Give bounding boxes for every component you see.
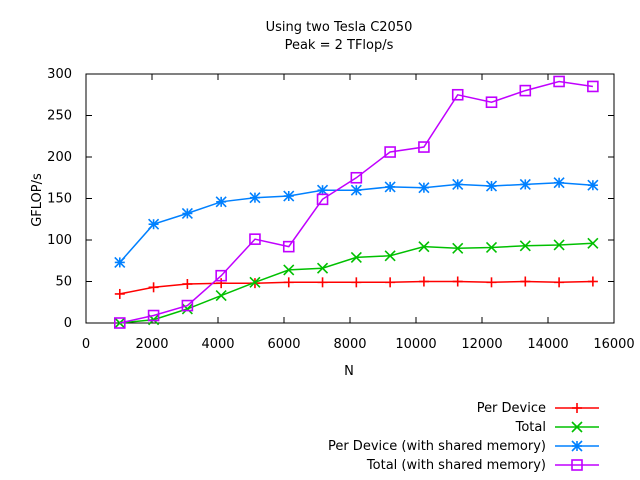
legend-marker <box>571 421 583 433</box>
data-point <box>485 96 498 109</box>
data-point <box>519 240 531 252</box>
data-point <box>351 277 362 288</box>
data-point <box>350 251 362 263</box>
data-point <box>385 277 396 288</box>
legend-item: Per Device (with shared memory) <box>328 439 599 454</box>
data-point <box>384 146 396 158</box>
x-tick-label: 16000 <box>593 337 634 352</box>
data-point <box>181 207 193 220</box>
data-point <box>114 288 125 299</box>
data-point <box>553 239 565 251</box>
data-point <box>114 317 126 329</box>
legend-item: Total <box>515 420 599 435</box>
data-point <box>350 171 363 184</box>
data-point <box>587 179 599 191</box>
x-tick-label: 14000 <box>527 337 568 352</box>
data-point <box>147 309 160 322</box>
data-point <box>283 264 295 276</box>
data-point <box>519 84 532 97</box>
x-axis: 0 2000 4000 6000 8000 10000 12000 14000 16000 <box>82 74 635 352</box>
y-tick-label: 300 <box>47 67 72 82</box>
y-axis-label: GFLOP/s <box>30 173 45 227</box>
data-point <box>418 141 430 153</box>
chart-subtitle: Peak = 2 TFlop/s <box>285 38 394 53</box>
x-tick-label: 6000 <box>267 337 300 352</box>
series-line <box>119 80 594 324</box>
data-point <box>587 237 599 249</box>
y-tick-label: 0 <box>64 316 72 331</box>
data-point <box>520 276 531 287</box>
data-point <box>553 75 565 88</box>
x-tick-label: 2000 <box>135 337 168 352</box>
data-point <box>283 277 294 288</box>
data-point <box>418 276 429 287</box>
y-tick-label: 50 <box>55 275 72 290</box>
data-point <box>283 190 295 202</box>
legend-item: Per Device <box>477 401 599 416</box>
series-per-device <box>114 276 598 299</box>
data-point <box>316 262 329 274</box>
data-point <box>181 299 194 312</box>
data-point <box>485 180 498 192</box>
data-point <box>350 184 362 196</box>
data-point <box>316 193 329 206</box>
y-tick-label: 150 <box>47 192 72 207</box>
data-point <box>148 218 160 230</box>
data-point <box>553 177 565 189</box>
data-point <box>216 278 227 289</box>
series-per-device-with-shared-memory <box>114 177 599 268</box>
data-point <box>249 233 261 245</box>
series-layer <box>113 75 599 329</box>
legend-label: Per Device <box>477 401 546 416</box>
data-point <box>485 241 498 254</box>
data-point <box>114 256 126 268</box>
y-tick-label: 200 <box>47 150 72 165</box>
data-point <box>215 196 227 208</box>
data-point <box>181 303 193 315</box>
x-tick-label: 4000 <box>201 337 234 352</box>
data-point <box>249 192 261 204</box>
data-point <box>452 178 464 190</box>
data-point <box>384 250 396 262</box>
chart-title: Using two Tesla C2050 <box>266 20 413 35</box>
series-total <box>114 237 599 329</box>
x-tick-label: 0 <box>82 337 90 352</box>
data-point <box>587 80 599 93</box>
data-point <box>215 269 227 282</box>
legend-marker <box>571 440 583 452</box>
data-point <box>148 282 159 293</box>
data-point <box>486 277 497 288</box>
data-point <box>384 181 396 193</box>
x-tick-label: 8000 <box>333 337 366 352</box>
legend-marker <box>571 459 583 471</box>
y-axis: 0 50 100 150 200 250 300 <box>47 67 614 331</box>
legend-item: Total (with shared memory) <box>366 458 599 473</box>
data-point <box>182 278 193 289</box>
data-point <box>519 178 531 190</box>
data-point <box>215 290 227 302</box>
x-tick-label: 12000 <box>461 337 502 352</box>
data-point <box>452 276 463 287</box>
data-point <box>418 241 430 253</box>
x-axis-label: N <box>344 364 354 379</box>
data-point <box>554 277 565 288</box>
data-point <box>282 240 295 253</box>
legend-label: Total (with shared memory) <box>366 458 546 473</box>
x-tick-label: 10000 <box>395 337 436 352</box>
data-point <box>249 276 261 288</box>
data-point <box>317 277 328 288</box>
legend-label: Per Device (with shared memory) <box>328 439 546 454</box>
y-tick-label: 100 <box>47 233 72 248</box>
data-point <box>418 182 430 194</box>
legend-marker <box>572 403 582 413</box>
series-total-with-shared-memory <box>113 75 599 329</box>
legend: Per Device Total Per Device (with shared m… <box>328 401 599 473</box>
data-point <box>113 317 126 329</box>
data-point <box>587 276 598 287</box>
y-tick-label: 250 <box>47 109 72 124</box>
data-point <box>452 242 464 254</box>
legend-label: Total <box>515 420 546 435</box>
data-point <box>451 88 464 101</box>
